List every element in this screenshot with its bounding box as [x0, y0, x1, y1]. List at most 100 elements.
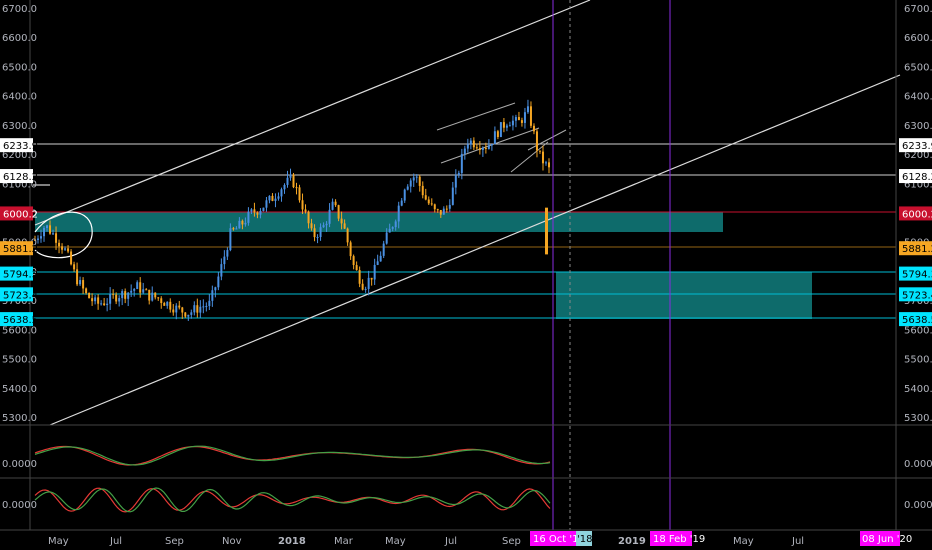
trend-channel-lower[interactable]	[49, 74, 901, 426]
candle-body	[283, 184, 286, 190]
x-tick-label: May	[733, 536, 754, 547]
candle-body	[346, 228, 349, 243]
candle-body	[514, 117, 517, 121]
candle-body	[76, 269, 79, 285]
candle-body	[187, 314, 190, 317]
y-tick-right: 6200.0	[904, 150, 932, 161]
candle-body	[334, 201, 337, 206]
candle-body	[235, 228, 238, 230]
candle-body	[211, 290, 214, 301]
candle-body	[178, 305, 181, 308]
x-tick-label: Sep	[165, 536, 184, 547]
y-tick-left: 6100.0	[2, 179, 37, 190]
price-tag-bg	[899, 312, 932, 327]
cursor-tag-bg	[576, 531, 592, 546]
x-tick-label: 2018	[278, 536, 306, 547]
candle-body	[292, 174, 295, 188]
candle-body	[328, 209, 331, 224]
supply-zone-upper	[35, 212, 723, 232]
candle-body	[124, 291, 127, 299]
price-tag-label: 6128.2	[3, 172, 38, 183]
candle-body	[133, 288, 136, 291]
price-tag-label: 5881.2	[3, 244, 38, 255]
candle-body	[508, 125, 511, 127]
x-tick-label: Jul	[109, 536, 122, 547]
flag-lower-line[interactable]	[440, 127, 540, 164]
candle-body	[97, 297, 100, 304]
candle-body	[205, 306, 208, 308]
y-tick-right: 5700.0	[904, 296, 932, 307]
wedge-lower-line[interactable]	[510, 141, 549, 173]
candle-body	[154, 292, 157, 298]
price-tag-bg	[0, 138, 33, 153]
candle-body	[199, 306, 202, 313]
candle-body	[382, 243, 385, 256]
candle-body	[214, 287, 217, 291]
candle-body	[370, 277, 373, 280]
candle-body	[223, 256, 226, 265]
y-tick-left: 6300.0	[2, 121, 37, 132]
y-tick-right: 5400.0	[904, 384, 932, 395]
trend-channel-upper[interactable]	[34, 0, 591, 226]
candle-body	[55, 233, 58, 243]
indicator-2-panel[interactable]	[34, 487, 551, 513]
wedge-upper-line[interactable]	[527, 129, 567, 151]
candle-body	[418, 176, 421, 186]
candle-body	[229, 228, 232, 251]
candle-body	[412, 177, 415, 181]
candle-body	[502, 122, 505, 128]
y-tick-left: 6500.0	[2, 62, 37, 73]
candle-body	[322, 225, 325, 228]
candle-body	[307, 211, 310, 224]
candle-body	[139, 282, 142, 293]
candle-body	[112, 293, 115, 295]
candle-body	[427, 199, 430, 204]
date-tag-feb19-bg	[650, 531, 692, 546]
date-tag-jun20: 08 Jun '20	[862, 534, 912, 545]
candle-body	[541, 151, 544, 164]
price-tag-bg	[899, 206, 932, 221]
candle-body	[544, 162, 547, 164]
candle-body	[379, 255, 382, 262]
candle-body-drop	[545, 207, 548, 255]
candle-body	[40, 236, 43, 239]
y-tick-right: 6100.0	[904, 179, 932, 190]
candle-body	[85, 288, 88, 294]
candle-body	[151, 292, 154, 301]
candle-body	[529, 106, 532, 126]
highlight-ellipse[interactable]	[34, 211, 93, 259]
candle-body	[475, 147, 478, 149]
candle-body	[451, 187, 454, 205]
candle-body	[109, 293, 112, 304]
candle-body	[277, 196, 280, 199]
candle-body	[184, 312, 187, 317]
demand-zone-lower	[556, 272, 812, 319]
y-tick-left: 6700.0	[2, 4, 37, 15]
candle-body	[193, 305, 196, 313]
date-tag-oct18-bg	[530, 531, 576, 546]
candle-body	[442, 208, 445, 215]
indicator-1-panel[interactable]	[34, 445, 551, 466]
indicator-2-red-line	[34, 487, 551, 513]
flag-upper-line[interactable]	[436, 102, 516, 131]
candle-body	[169, 301, 172, 310]
price-tag-bg	[899, 241, 932, 256]
candle-body	[343, 223, 346, 229]
candle-body	[70, 251, 73, 265]
candle-body	[400, 200, 403, 206]
candle-body	[535, 131, 538, 151]
candle-body	[391, 227, 394, 229]
candle-body	[118, 298, 121, 302]
candle-body	[217, 276, 220, 288]
candle-body	[253, 209, 256, 213]
candle-body	[115, 294, 118, 302]
y-tick-right: 6400.0	[904, 92, 932, 103]
candle-body	[295, 187, 298, 189]
indicator-2-zero-label-left: 0.0000	[2, 500, 37, 511]
candle-body	[388, 228, 391, 233]
y-tick-right: 5500.0	[904, 355, 932, 366]
candle-body	[58, 242, 61, 247]
candle-body	[487, 145, 490, 149]
candle-body	[409, 180, 412, 187]
